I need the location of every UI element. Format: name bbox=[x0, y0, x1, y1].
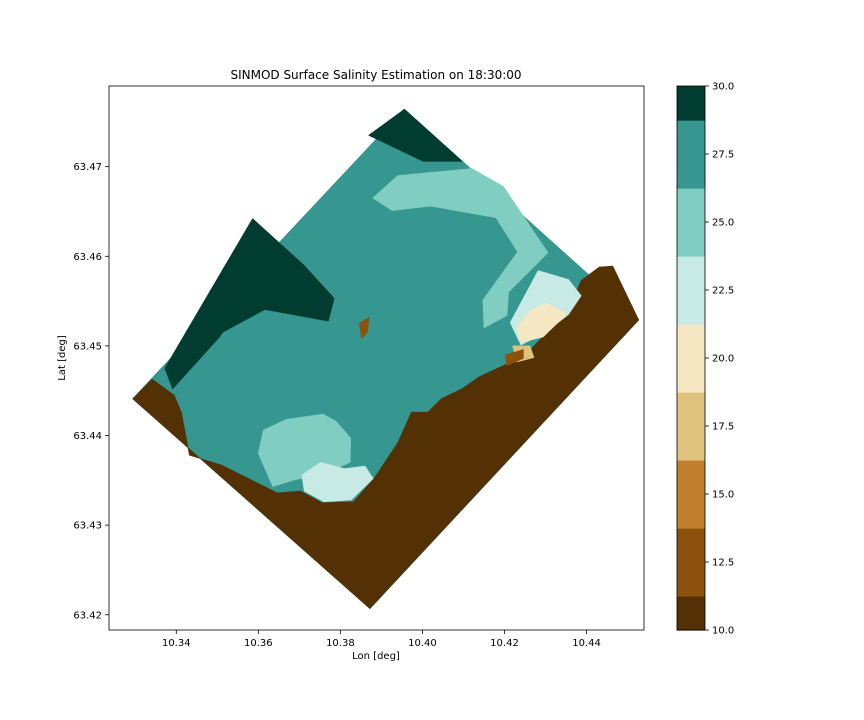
colorbar-segment bbox=[677, 120, 705, 189]
colorbar-tick-label: 17.5 bbox=[712, 422, 734, 433]
colorbar-tick-label: 25.0 bbox=[712, 218, 734, 229]
y-tick-label: 63.44 bbox=[73, 431, 102, 442]
salinity-region bbox=[301, 462, 374, 503]
x-tick-label: 10.42 bbox=[490, 638, 519, 649]
y-tick-label: 63.46 bbox=[73, 252, 102, 263]
x-tick-label: 10.36 bbox=[244, 638, 273, 649]
plot-frame bbox=[108, 85, 645, 631]
salinity-region bbox=[132, 265, 640, 609]
y-tick-label: 63.45 bbox=[73, 341, 102, 352]
colorbar-tick-label: 12.5 bbox=[712, 558, 734, 569]
salinity-region bbox=[372, 168, 549, 329]
salinity-field bbox=[132, 108, 640, 609]
x-tick-label: 10.40 bbox=[408, 638, 437, 649]
x-axis-label: Lon [deg] bbox=[352, 651, 400, 662]
colorbar-tick-label: 15.0 bbox=[712, 490, 734, 501]
y-tick-label: 63.42 bbox=[73, 610, 102, 621]
salinity-region bbox=[368, 109, 463, 162]
colorbar-segment bbox=[677, 188, 705, 257]
colorbar-segment bbox=[677, 324, 705, 393]
y-tick-label: 63.47 bbox=[73, 162, 102, 173]
x-tick-label: 10.38 bbox=[326, 638, 355, 649]
salinity-region bbox=[358, 316, 370, 340]
colorbar-tick-label: 27.5 bbox=[712, 150, 734, 161]
salinity-region bbox=[516, 302, 568, 343]
x-axis: 10.34 10.36 10.38 10.40 10.42 10.44 bbox=[162, 630, 601, 649]
x-tick-label: 10.44 bbox=[572, 638, 601, 649]
colorbar-tick-label: 10.0 bbox=[712, 626, 734, 637]
colorbar-tick-label: 22.5 bbox=[712, 286, 734, 297]
colorbar: 10.0 12.5 15.0 17.5 20.0 22.5 25.0 27.5 30.0 bbox=[676, 82, 734, 637]
colorbar-tick-label: 30.0 bbox=[712, 82, 734, 93]
y-axis-label: Lat [deg] bbox=[57, 335, 68, 381]
colorbar-segment bbox=[677, 596, 705, 631]
colorbar-segment bbox=[677, 392, 705, 461]
y-axis: 63.42 63.43 63.44 63.45 63.46 63.47 bbox=[73, 162, 109, 621]
y-tick-label: 63.43 bbox=[73, 521, 102, 532]
chart-title: SINMOD Surface Salinity Estimation on 18… bbox=[230, 68, 521, 82]
colorbar-segment bbox=[677, 256, 705, 325]
colorbar-segment bbox=[677, 86, 705, 121]
colorbar-segment bbox=[677, 460, 705, 529]
x-tick-label: 10.34 bbox=[162, 638, 191, 649]
salinity-region bbox=[176, 309, 329, 412]
salinity-region bbox=[504, 349, 524, 366]
colorbar-segment bbox=[677, 528, 705, 597]
colorbar-tick-label: 20.0 bbox=[712, 354, 734, 365]
